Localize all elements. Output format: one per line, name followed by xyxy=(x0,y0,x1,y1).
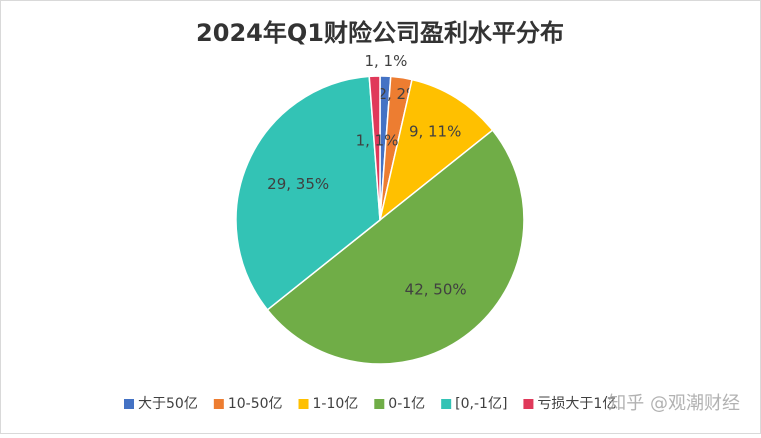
legend-swatch xyxy=(523,399,534,409)
legend-label: 1-10亿 xyxy=(313,396,359,412)
data-label: 1, 1% xyxy=(364,52,407,70)
pie-slice xyxy=(266,129,525,365)
legend-label: 10-50亿 xyxy=(228,396,283,412)
legend-swatch xyxy=(124,399,134,409)
legend-swatch xyxy=(374,399,385,409)
data-label: 29, 35% xyxy=(267,175,329,193)
watermark: 知乎 @观潮财经 xyxy=(608,393,740,414)
pie: 1, 1%2, 2%9, 11%42, 50%29, 35%1, 1% xyxy=(235,52,525,365)
legend-swatch xyxy=(298,399,309,409)
pie-slice xyxy=(368,75,381,221)
pie-slice xyxy=(378,78,494,222)
data-label: 1, 1% xyxy=(356,131,399,149)
data-label: 42, 50% xyxy=(405,280,467,298)
legend-swatch xyxy=(441,399,452,409)
legend: 大于50亿 10-50亿 1-10亿 0-1亿 [0,-1亿] 亏损大于1亿 xyxy=(124,396,616,412)
chart-title: 2024年Q1财险公司盈利水平分布 xyxy=(196,19,564,47)
legend-label: 亏损大于1亿 xyxy=(537,396,616,412)
legend-label: 0-1亿 xyxy=(388,396,425,412)
legend-label: [0,-1亿] xyxy=(455,396,507,412)
data-label: 9, 11% xyxy=(409,123,461,141)
legend-label: 大于50亿 xyxy=(138,396,198,412)
legend-swatch xyxy=(213,399,224,409)
pie-slice xyxy=(235,75,381,311)
